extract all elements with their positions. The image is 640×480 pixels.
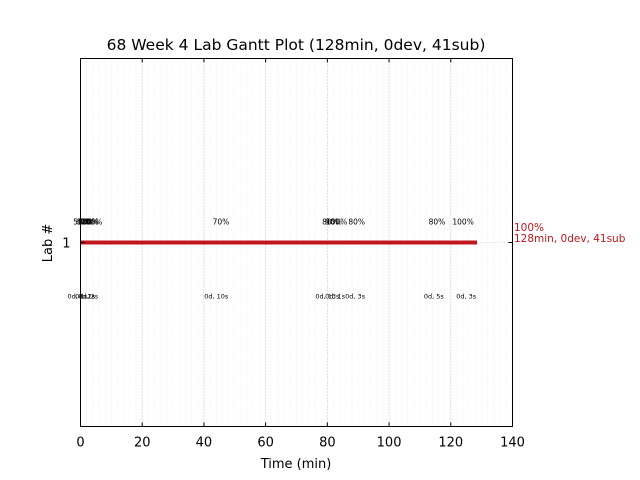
score-marker-label: 80% bbox=[348, 218, 365, 227]
score-marker-label: 100% bbox=[326, 218, 347, 227]
axes: 0 20 40 60 80 100 120 140 1 bbox=[62, 58, 525, 451]
score-marker-label: 80% bbox=[429, 218, 446, 227]
markers: 50%60%50%100%80%100% 70% 80%90%100% 80% 80% 1… bbox=[67, 218, 476, 301]
feedback-marker-label: 0d, 1s bbox=[325, 293, 346, 301]
x-tick-label: 20 bbox=[134, 436, 151, 451]
end-label-summary: 128min, 0dev, 41sub bbox=[514, 233, 626, 245]
score-marker-label: 60% bbox=[76, 218, 93, 227]
x-tick-label: 140 bbox=[500, 436, 525, 451]
score-marker-label: 70% bbox=[213, 218, 230, 227]
score-marker-label: 80% bbox=[322, 218, 339, 227]
feedback-marker-label: 0d, 13s bbox=[315, 293, 340, 301]
score-marker-label: 100% bbox=[452, 218, 473, 227]
score-marker-label: 50% bbox=[73, 218, 90, 227]
feedback-marker-label: 0d, 3s bbox=[345, 293, 366, 301]
feedback-marker-label: 0d, 1s bbox=[67, 293, 88, 301]
score-marker-label: 90% bbox=[325, 218, 342, 227]
score-marker-label: 50% bbox=[78, 218, 95, 227]
x-tick-label: 0 bbox=[76, 436, 84, 451]
feedback-marker-label: 0d, 5s bbox=[424, 293, 445, 301]
y-tick-label: 1 bbox=[62, 237, 70, 252]
chart-title: 68 Week 4 Lab Gantt Plot (128min, 0dev, … bbox=[107, 36, 486, 54]
x-tick-label: 100 bbox=[377, 436, 402, 451]
score-marker-label: 80% bbox=[82, 218, 99, 227]
x-tick-label: 60 bbox=[257, 436, 274, 451]
feedback-marker-label: 0d, 2s bbox=[78, 293, 99, 301]
x-axis-label: Time (min) bbox=[260, 457, 332, 472]
x-tick-label: 40 bbox=[196, 436, 213, 451]
x-tick-label: 120 bbox=[438, 436, 463, 451]
x-tick-label: 80 bbox=[319, 436, 336, 451]
end-label-percent: 100% bbox=[514, 222, 544, 234]
score-marker-label: 100% bbox=[81, 218, 102, 227]
y-axis-label: Lab # bbox=[41, 224, 56, 263]
feedback-marker-label: 0d, 10s bbox=[204, 293, 229, 301]
feedback-marker-label: 1s bbox=[88, 293, 96, 301]
score-marker-label: 100% bbox=[77, 218, 98, 227]
feedback-marker-label: 0d, 3s bbox=[456, 293, 477, 301]
feedback-marker-label: 0d, 2s bbox=[75, 293, 96, 301]
